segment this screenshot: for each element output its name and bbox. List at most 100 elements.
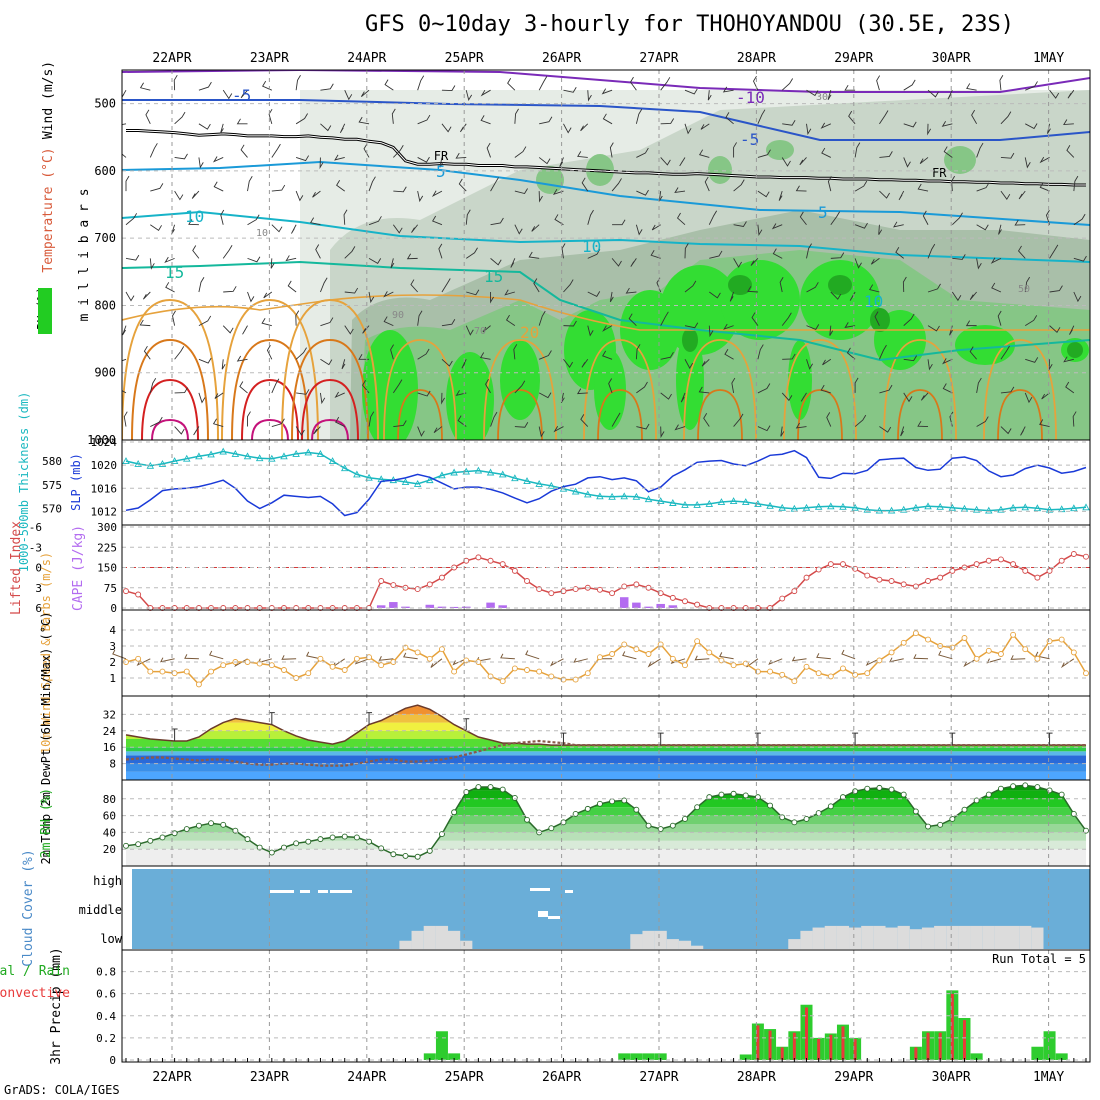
temperature-contour <box>221 298 319 440</box>
wind-barb <box>465 90 473 102</box>
surface-wind-barb <box>549 658 564 667</box>
lifted-index-line-point <box>888 578 895 584</box>
bottom-date-label: 1MAY <box>1033 1070 1064 1085</box>
temperature-line <box>125 704 1086 746</box>
temperature-contour <box>291 338 369 440</box>
wind-barb <box>1000 111 1012 125</box>
temperature-band <box>126 771 1086 780</box>
temperature-band <box>126 747 1086 752</box>
wind-speed-line-point <box>499 678 506 685</box>
precip-total-bar <box>739 1054 752 1060</box>
thickness-line-point <box>632 492 641 500</box>
wind-barb <box>465 209 471 225</box>
wind-barb <box>903 79 916 91</box>
cape-axis-label: CAPE (J/kg) <box>71 525 86 611</box>
wind-barb <box>660 77 671 91</box>
low-cloud-bar <box>897 925 910 949</box>
wind-barb <box>539 116 553 125</box>
wind-barb <box>611 178 622 192</box>
wind-barb <box>587 90 592 102</box>
rh-line-point <box>682 816 688 822</box>
thickness-line-point <box>899 505 908 513</box>
wind-barb <box>239 381 248 394</box>
wind-barb <box>733 258 742 268</box>
temperature-error-bar <box>657 732 664 746</box>
surface-wind-barb <box>841 649 856 660</box>
wind-barb <box>674 424 686 431</box>
wind-speed-line-point <box>195 681 202 688</box>
surface-wind-barb <box>647 658 661 668</box>
wind-barb <box>733 413 744 427</box>
wind-barb <box>563 279 574 293</box>
wind-barb <box>951 175 956 192</box>
surface-wind-barb <box>986 658 1002 664</box>
thickness-line-point <box>656 497 665 505</box>
temperature-contour <box>131 338 209 440</box>
thickness-line-point <box>912 503 920 511</box>
rh-panel <box>123 782 1089 866</box>
thickness-line-point <box>462 467 471 475</box>
wind-speed-line-point <box>1070 649 1077 656</box>
rh-shade <box>708 156 732 184</box>
wind-barb <box>368 257 382 264</box>
wind-barb <box>870 257 880 265</box>
wind-speed-line-point <box>840 665 846 672</box>
wind-barb <box>1039 182 1050 192</box>
wind-barb <box>320 358 333 366</box>
wind-barb <box>319 392 326 405</box>
wind-speed-line-point <box>548 673 555 680</box>
lifted-index-tick-label: 3 <box>35 582 42 595</box>
rh-line-point <box>1058 791 1065 798</box>
rh-line-point <box>159 834 166 841</box>
wind-barb <box>854 142 861 158</box>
wind-barb <box>247 256 261 263</box>
thickness-line-point <box>158 459 167 467</box>
wind-barb <box>602 325 613 332</box>
wind-barb <box>827 176 832 192</box>
rh-line-point <box>268 849 275 856</box>
wind-barb <box>1025 123 1038 130</box>
wind-barb <box>708 210 718 225</box>
precip-total-bar <box>618 1053 631 1060</box>
wind-barb <box>898 190 905 201</box>
wind-barb <box>198 157 204 169</box>
wind-barb <box>174 111 186 125</box>
wind-barb <box>636 423 650 430</box>
cape-bar <box>644 606 653 608</box>
fr-label-2: FR <box>932 166 947 180</box>
surface-wind-barb <box>938 650 953 660</box>
lifted-index-line-point <box>1022 567 1029 574</box>
wind-barb <box>587 291 601 297</box>
precip-tick-label: 0.2 <box>96 1032 116 1045</box>
thickness-line-point <box>486 468 495 476</box>
wind-speed-line-point <box>451 668 458 675</box>
wind-barb <box>358 354 370 360</box>
wind-barb <box>393 186 407 193</box>
isotherm-label: -5 <box>232 86 251 105</box>
thickness-line-point <box>547 481 556 489</box>
rh-line-point <box>621 797 628 804</box>
rh-line-point <box>135 841 142 848</box>
rh-line-point <box>414 853 421 860</box>
wind-tick-label: 4 <box>109 624 116 637</box>
precip-total-label: Total / Rain <box>0 964 70 979</box>
rh-contour-label: 50 <box>1018 284 1030 295</box>
temperature-contour <box>251 418 289 440</box>
rh-shade <box>955 325 1015 365</box>
wind-barb <box>513 344 518 360</box>
wind-barb <box>368 216 382 226</box>
rh-line-point <box>560 819 567 826</box>
wind-barb <box>247 176 253 192</box>
wind-barb <box>150 224 162 231</box>
wind-speed-line-point <box>888 649 895 656</box>
wind-barb <box>903 355 918 362</box>
wind-barb <box>701 358 710 367</box>
wind-barb <box>344 89 353 101</box>
rh-line-point <box>694 804 701 811</box>
bottom-date-label: 27APR <box>639 1070 678 1085</box>
wind-speed-line-point <box>900 639 907 646</box>
wind-speed-line-point <box>997 651 1004 657</box>
thickness-line-point <box>316 449 325 457</box>
wind-barb <box>295 75 301 91</box>
surface-wind-barb <box>816 653 831 660</box>
